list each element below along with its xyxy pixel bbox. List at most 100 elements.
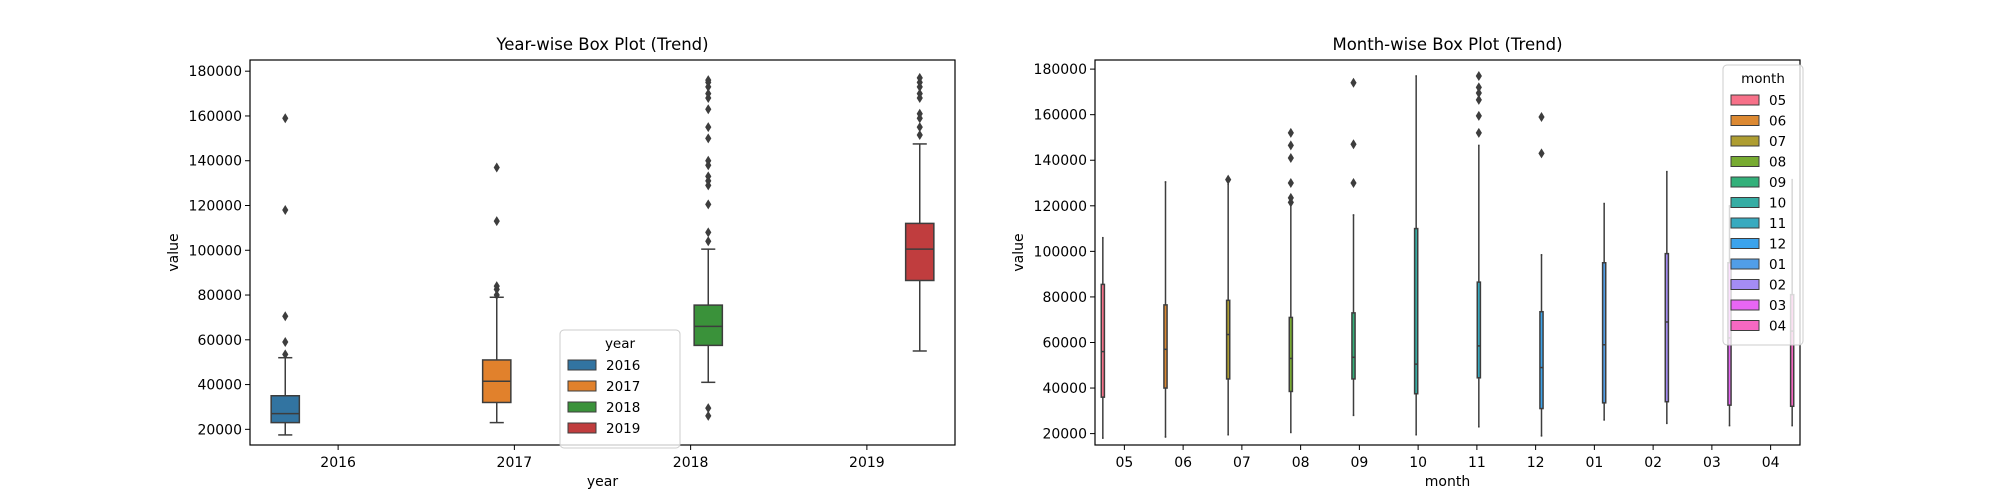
legend-label: 2019 bbox=[606, 421, 640, 437]
outlier-point bbox=[1287, 152, 1294, 163]
box-2018 bbox=[693, 75, 724, 421]
chart-title: Year-wise Box Plot (Trend) bbox=[495, 35, 708, 54]
box-iqr bbox=[904, 222, 935, 282]
legend-swatch bbox=[1730, 320, 1760, 331]
outlier-point bbox=[493, 281, 500, 292]
y-tick-label: 60000 bbox=[197, 333, 242, 349]
outlier-point bbox=[705, 75, 712, 86]
box-10 bbox=[1413, 75, 1419, 436]
outlier-point bbox=[705, 133, 712, 144]
outlier-point bbox=[1538, 148, 1545, 159]
outlier-point bbox=[1475, 70, 1482, 81]
x-tick-label: 11 bbox=[1468, 455, 1486, 471]
outlier-point bbox=[705, 155, 712, 166]
legend-swatch bbox=[1730, 156, 1760, 167]
outlier-point bbox=[705, 236, 712, 247]
legend-swatch bbox=[1730, 279, 1760, 290]
box-iqr bbox=[1288, 316, 1294, 393]
legend-label: 05 bbox=[1769, 93, 1786, 109]
y-tick-label: 40000 bbox=[1042, 381, 1087, 397]
legend-swatch bbox=[1730, 299, 1760, 311]
outlier-point bbox=[916, 108, 923, 119]
x-tick-label: 05 bbox=[1115, 455, 1133, 471]
legend-label: 04 bbox=[1769, 319, 1786, 335]
box-2019 bbox=[904, 72, 935, 352]
x-tick-label: 03 bbox=[1703, 455, 1721, 471]
outlier-point bbox=[493, 216, 500, 227]
y-tick-label: 180000 bbox=[1034, 62, 1087, 78]
legend-swatch bbox=[567, 401, 597, 413]
legend-label: 02 bbox=[1769, 278, 1786, 294]
legend-swatch bbox=[1730, 217, 1760, 229]
legend-swatch bbox=[1730, 135, 1760, 147]
legend-title: year bbox=[605, 336, 636, 352]
outlier-point bbox=[1225, 174, 1232, 185]
x-tick-label: 2019 bbox=[849, 455, 885, 471]
box-iqr bbox=[1351, 312, 1356, 380]
legend-label: 03 bbox=[1769, 298, 1786, 314]
legend-title: month bbox=[1741, 71, 1785, 87]
outlier-point bbox=[1287, 178, 1294, 189]
outlier-point bbox=[1287, 140, 1294, 151]
outlier-point bbox=[282, 337, 289, 348]
outlier-point bbox=[282, 349, 289, 360]
legend-label: 07 bbox=[1769, 134, 1786, 150]
legend-swatch bbox=[567, 359, 597, 371]
legend-label: 2016 bbox=[606, 358, 640, 374]
x-tick-label: 04 bbox=[1762, 455, 1780, 471]
box-02 bbox=[1664, 170, 1670, 425]
y-tick-label: 160000 bbox=[189, 109, 242, 125]
box-iqr bbox=[693, 304, 724, 347]
x-axis-label: month bbox=[1425, 474, 1470, 490]
outlier-point bbox=[1475, 94, 1482, 105]
box-iqr bbox=[1163, 304, 1168, 389]
y-tick-label: 160000 bbox=[1034, 108, 1087, 124]
box-05 bbox=[1100, 236, 1106, 439]
box-iqr bbox=[1601, 262, 1607, 404]
box-iqr bbox=[1100, 283, 1106, 398]
outlier-point bbox=[1475, 110, 1482, 121]
x-tick-label: 06 bbox=[1174, 455, 1192, 471]
outlier-point bbox=[1475, 88, 1482, 99]
y-tick-label: 60000 bbox=[1042, 335, 1087, 351]
x-tick-label: 08 bbox=[1292, 455, 1310, 471]
outlier-point bbox=[705, 410, 712, 421]
legend-label: 2017 bbox=[606, 379, 640, 395]
outlier-point bbox=[1350, 139, 1357, 150]
y-tick-label: 100000 bbox=[189, 243, 242, 259]
chart-panel-1: 20000 40000 60000 80000 100000 120000 140000 16… bbox=[1011, 35, 1804, 490]
outlier-point bbox=[916, 72, 923, 83]
y-tick-label: 20000 bbox=[197, 422, 242, 438]
legend-swatch bbox=[567, 422, 597, 434]
outlier-point bbox=[705, 403, 712, 414]
legend-label: 01 bbox=[1769, 257, 1786, 273]
legend: year 2016 2017 2018 2019 bbox=[559, 329, 681, 449]
box-iqr bbox=[1413, 227, 1419, 395]
outlier-point bbox=[705, 122, 712, 133]
outlier-point bbox=[1538, 111, 1545, 122]
outlier-point bbox=[1350, 178, 1357, 189]
legend-swatch bbox=[1730, 238, 1760, 249]
box-11 bbox=[1475, 70, 1482, 428]
x-tick-label: 2018 bbox=[673, 455, 709, 471]
x-tick-label: 10 bbox=[1409, 455, 1427, 471]
outlier-point bbox=[493, 162, 500, 173]
legend-label: 09 bbox=[1769, 175, 1786, 191]
box-08 bbox=[1287, 127, 1294, 434]
outlier-point bbox=[1350, 77, 1357, 88]
box-iqr bbox=[1476, 281, 1482, 379]
y-tick-label: 80000 bbox=[1042, 290, 1087, 306]
box-12 bbox=[1538, 111, 1545, 437]
legend-swatch bbox=[567, 380, 597, 392]
legend-label: 08 bbox=[1769, 155, 1786, 171]
chart-panel-0: 20000 40000 60000 80000 100000 120000 140000 16… bbox=[166, 35, 956, 490]
outlier-point bbox=[282, 204, 289, 215]
y-tick-label: 80000 bbox=[197, 288, 242, 304]
outlier-point bbox=[705, 104, 712, 115]
legend: month 05 06 07 08 09 10 11 12 01 02 03 04 bbox=[1722, 64, 1804, 346]
outlier-point bbox=[282, 311, 289, 322]
y-tick-label: 140000 bbox=[1034, 153, 1087, 169]
box-01 bbox=[1601, 202, 1607, 421]
x-tick-label: 2016 bbox=[320, 455, 356, 471]
outlier-point bbox=[705, 227, 712, 238]
